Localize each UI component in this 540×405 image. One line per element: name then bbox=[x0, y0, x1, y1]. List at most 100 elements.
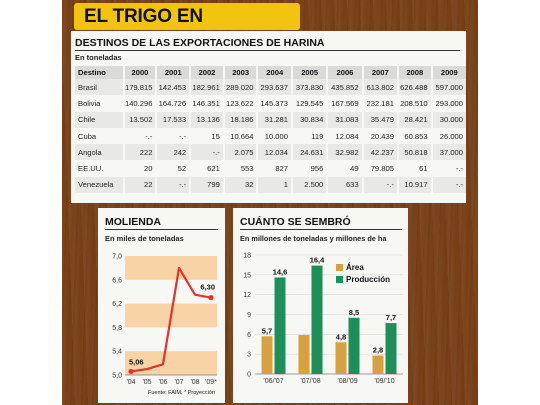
value-cell: 79.805 bbox=[361, 160, 398, 177]
table-row: EE.UU. 20 52 621 553 827 956 49 79.805 61 -.- bbox=[75, 160, 466, 177]
value-cell: 17.533 bbox=[155, 111, 191, 128]
value-cell: 12.034 bbox=[256, 144, 292, 161]
y-tick-label: 3 bbox=[247, 352, 251, 359]
value-cell: 31.083 bbox=[326, 111, 363, 128]
molienda-chart: 5,0 5,4 5,8 6,2 6,6 7,0 '04 '05 '06 '07 '08 '09* 5,0… bbox=[112, 254, 217, 387]
y-tick-label: 15 bbox=[243, 272, 251, 279]
value-cell: 31.281 bbox=[256, 111, 292, 128]
value-cell: 293.000 bbox=[430, 95, 466, 112]
value-cell: 293.637 bbox=[256, 79, 292, 96]
value-cell: 15 bbox=[189, 127, 224, 145]
value-cell: 35.479 bbox=[361, 111, 398, 128]
value-cell: 13.136 bbox=[189, 111, 224, 128]
value-cell: 49 bbox=[326, 160, 363, 177]
data-label: 5,06 bbox=[129, 357, 144, 366]
legend-label: Área bbox=[346, 263, 364, 272]
value-cell: 621 bbox=[189, 160, 224, 177]
value-cell: 827 bbox=[256, 160, 292, 177]
value-cell: 142.453 bbox=[155, 79, 191, 96]
value-cell: 145.373 bbox=[256, 95, 292, 112]
value-cell: 28.421 bbox=[396, 111, 432, 128]
main-title: EL TRIGO EN NÚMEROS bbox=[74, 3, 300, 54]
value-cell: 123.622 bbox=[222, 95, 258, 112]
value-cell: 10.917 bbox=[396, 176, 432, 194]
x-tick-label: '07 bbox=[174, 379, 183, 386]
value-cell: 18.186 bbox=[222, 111, 258, 128]
value-cell: 146.351 bbox=[189, 95, 224, 112]
header-year: 2002 bbox=[189, 66, 224, 79]
y-tick-label: 6,6 bbox=[112, 277, 122, 284]
molienda-panel: MOLIENDA En miles de toneladas 5,0 5,4 5,8… bbox=[98, 208, 225, 403]
exports-table: Destino 2000 2001 2002 2003 2004 2005 2006 2007… bbox=[75, 66, 466, 194]
data-label: 7,7 bbox=[386, 313, 396, 322]
cuanto-divider bbox=[240, 229, 402, 230]
data-label: 5,7 bbox=[262, 326, 272, 335]
value-cell: -.- bbox=[155, 176, 191, 194]
y-tick-label: 12 bbox=[243, 292, 251, 299]
value-cell: 61 bbox=[396, 160, 432, 177]
molienda-unit: En miles de toneladas bbox=[105, 234, 184, 243]
legend-label: Producción bbox=[346, 275, 390, 284]
header-year: 2004 bbox=[256, 66, 292, 79]
value-cell: 2.500 bbox=[290, 176, 328, 194]
bar-produccion bbox=[385, 323, 397, 374]
value-cell: 10.664 bbox=[222, 127, 258, 145]
x-tick-label: '05 bbox=[142, 379, 151, 386]
value-cell: 50.818 bbox=[396, 144, 432, 161]
x-tick-label: '07/'08 bbox=[300, 378, 320, 385]
exports-panel: DESTINOS DE LAS EXPORTACIONES DE HARINA … bbox=[71, 31, 466, 203]
y-tick-label: 5,8 bbox=[112, 325, 122, 332]
value-cell: 32.982 bbox=[326, 144, 363, 161]
value-cell: 20 bbox=[122, 160, 157, 177]
bar-area bbox=[335, 342, 347, 374]
value-cell: 222 bbox=[122, 144, 157, 161]
header-year: 2005 bbox=[290, 66, 328, 79]
header-year: 2003 bbox=[222, 66, 258, 79]
header-year: 2001 bbox=[155, 66, 191, 79]
x-tick-label: '04 bbox=[126, 379, 135, 386]
value-cell: -.- bbox=[361, 176, 398, 194]
x-tick-label: '06 bbox=[158, 379, 167, 386]
data-label: 6,30 bbox=[200, 283, 215, 292]
value-cell: 553 bbox=[222, 160, 258, 177]
x-tick-label: '09/'10 bbox=[374, 378, 394, 385]
value-cell: 956 bbox=[290, 160, 328, 177]
y-tick-label: 0 bbox=[247, 372, 251, 379]
bar-area bbox=[298, 334, 310, 374]
value-cell: 179.815 bbox=[122, 79, 157, 96]
table-row: Cuba -.- -.- 15 10.664 10.000 119 12.084 20.439 6… bbox=[75, 127, 466, 145]
header-year: 2000 bbox=[122, 66, 157, 79]
value-cell: 42.237 bbox=[361, 144, 398, 161]
value-cell: 52 bbox=[155, 160, 191, 177]
value-cell: -.- bbox=[430, 160, 466, 177]
value-cell: -.- bbox=[155, 127, 191, 145]
legend-swatch bbox=[336, 264, 343, 271]
exports-header-row: Destino 2000 2001 2002 2003 2004 2005 2006 2007… bbox=[75, 66, 466, 79]
y-tick-label: 7,0 bbox=[112, 254, 122, 261]
table-row: Angola 222 242 -.- 2.075 12.034 24.631 32.982 42… bbox=[75, 144, 466, 161]
value-cell: 167.569 bbox=[326, 95, 363, 112]
exports-divider bbox=[75, 50, 460, 51]
value-cell: 13.502 bbox=[122, 111, 157, 128]
country-cell: Cuba bbox=[78, 131, 97, 141]
cuanto-title: CUÁNTO SE SEMBRÓ bbox=[240, 216, 351, 228]
table-row: Chile 13.502 17.533 13.136 18.186 31.281 30.83… bbox=[75, 111, 466, 128]
y-tick-label: 9 bbox=[247, 312, 251, 319]
value-cell: 22 bbox=[122, 176, 157, 194]
value-cell: 2.075 bbox=[222, 144, 258, 161]
molienda-divider bbox=[105, 229, 218, 230]
molienda-title: MOLIENDA bbox=[105, 216, 161, 228]
y-tick-label: 6 bbox=[247, 332, 251, 339]
value-cell: 626.488 bbox=[396, 79, 432, 96]
value-cell: 32 bbox=[222, 176, 258, 194]
data-label: 16,4 bbox=[310, 256, 325, 265]
table-row: Bolivia 140.296 164.726 146.351 123.622 145.3… bbox=[75, 95, 466, 112]
header-year: 2007 bbox=[361, 66, 398, 79]
value-cell: 119 bbox=[290, 127, 328, 145]
value-cell: 164.726 bbox=[155, 95, 191, 112]
x-tick-label: '08/'09 bbox=[337, 378, 357, 385]
data-point bbox=[128, 368, 134, 375]
value-cell: 26.000 bbox=[430, 127, 466, 145]
header-destino: Destino bbox=[75, 66, 124, 79]
bar-produccion bbox=[311, 265, 323, 374]
